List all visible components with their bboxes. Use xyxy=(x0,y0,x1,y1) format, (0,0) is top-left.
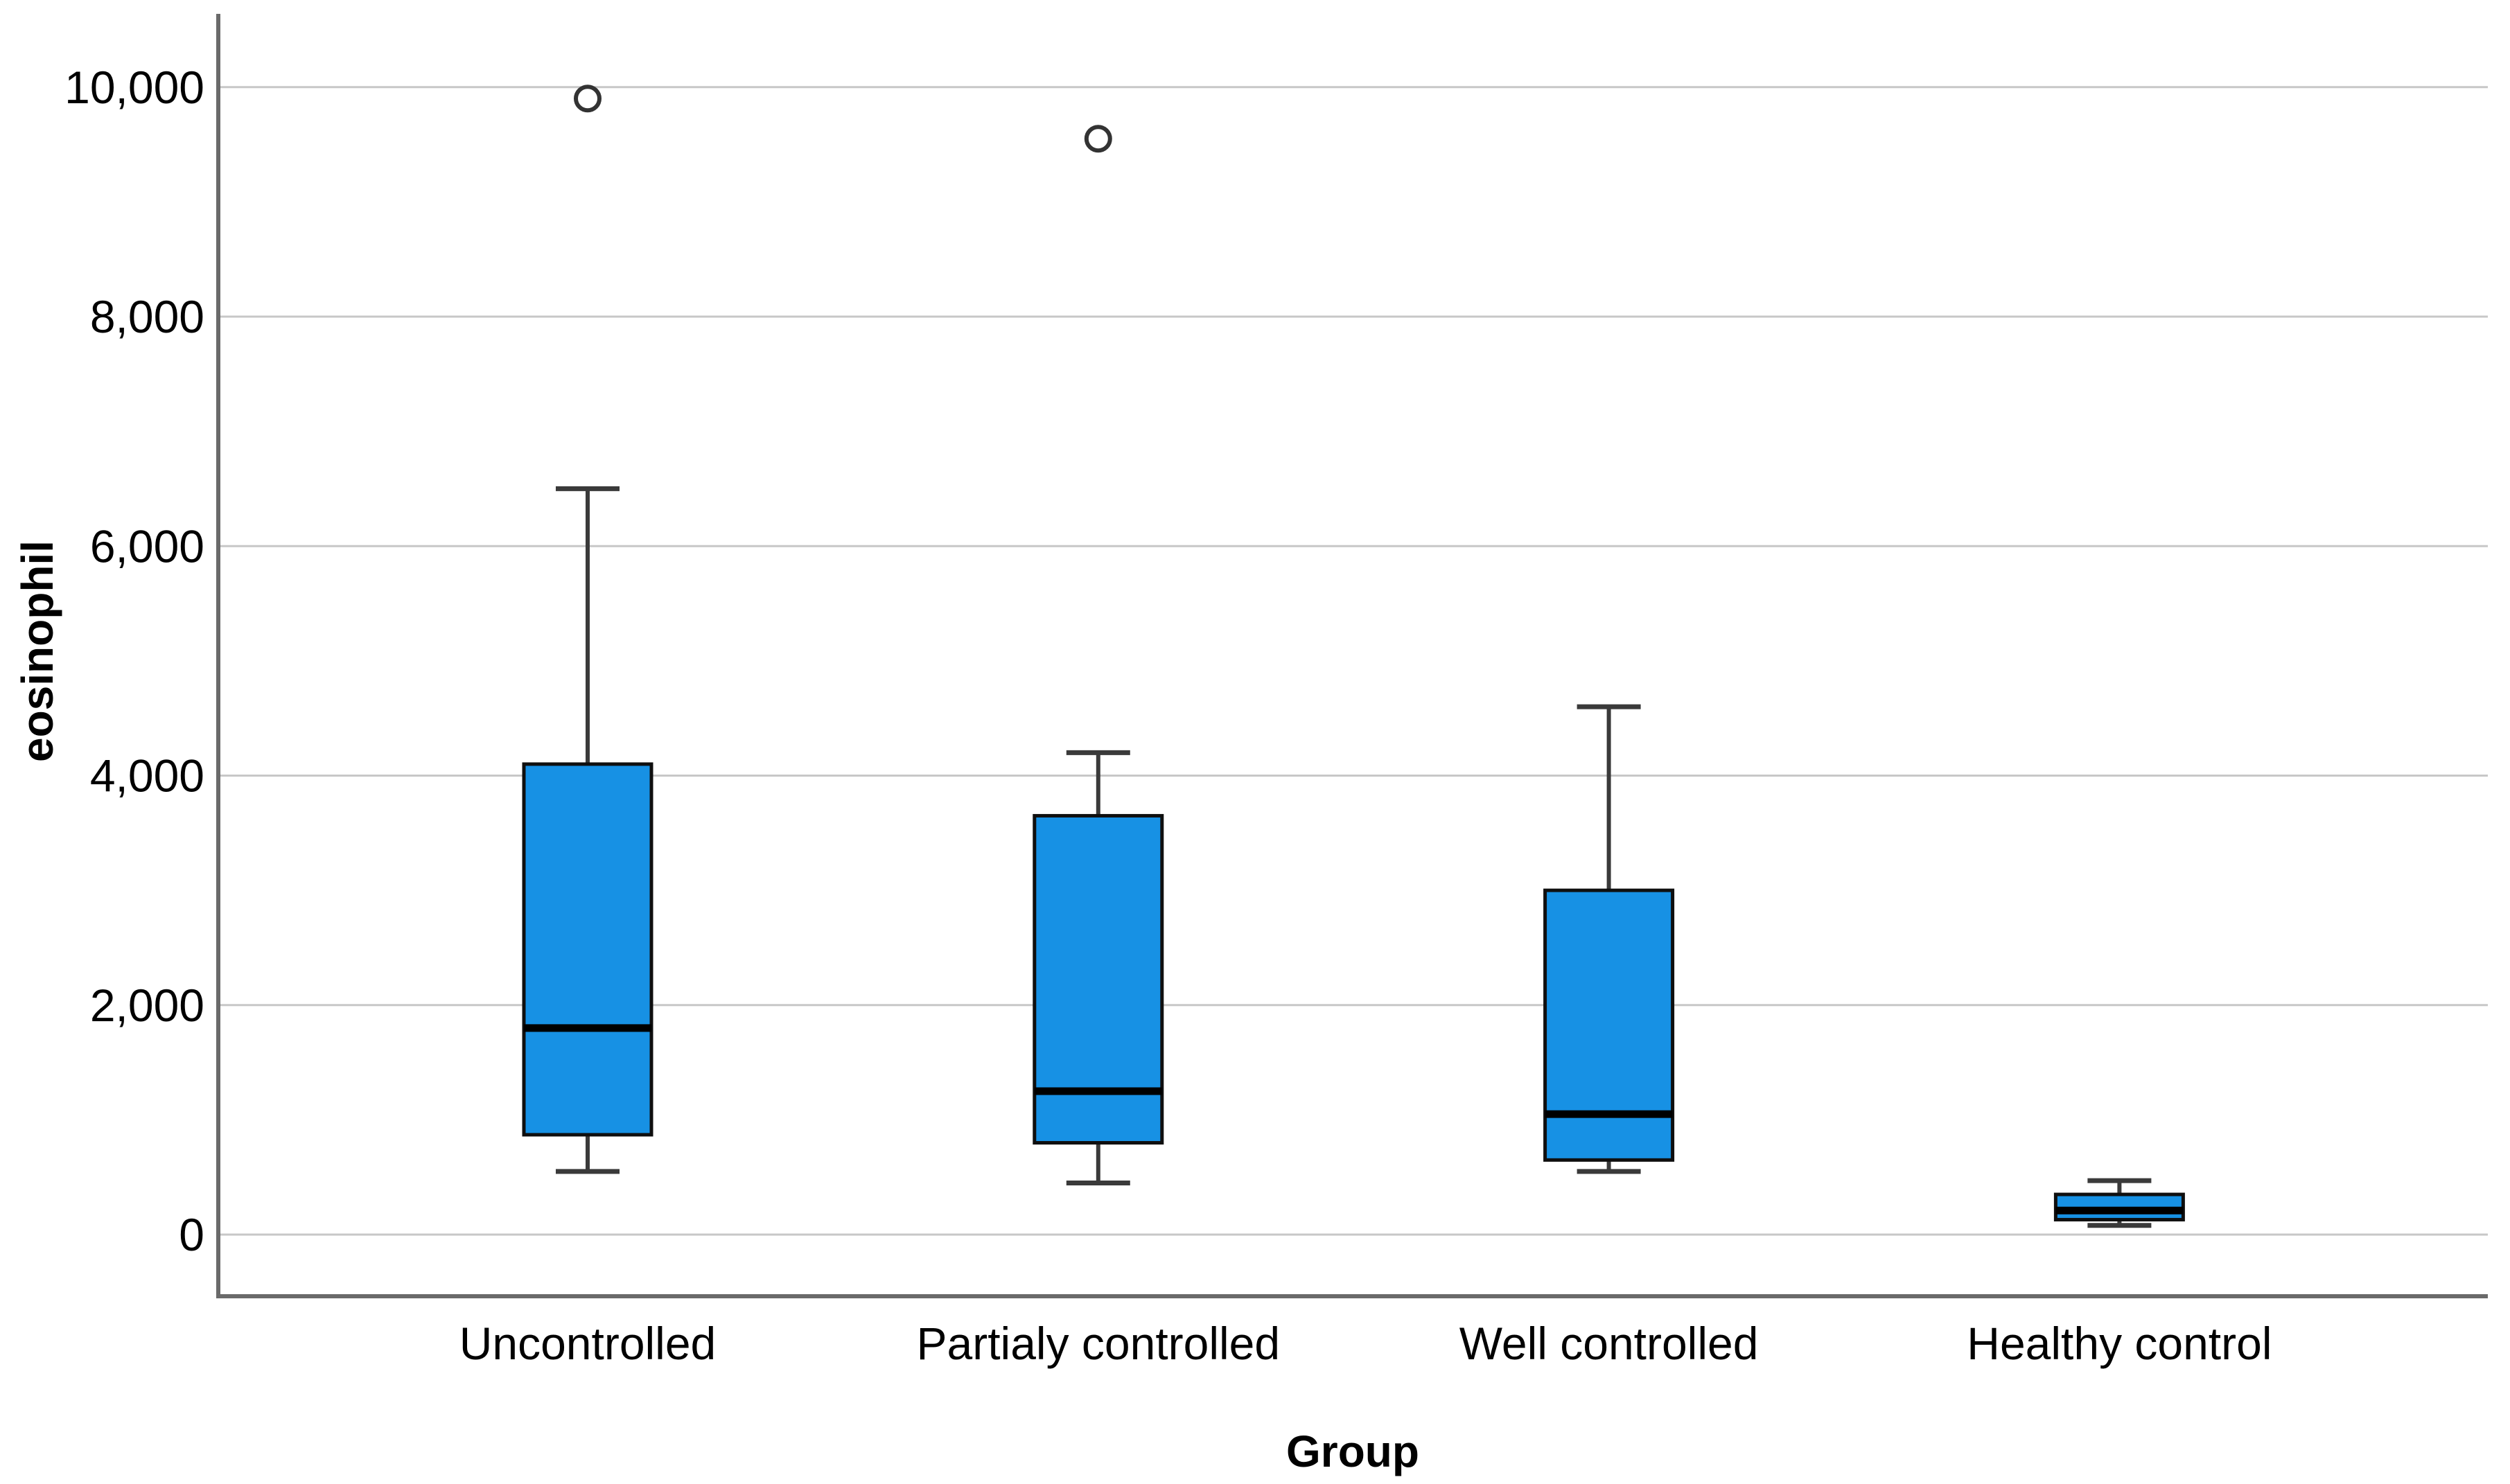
x-tick-label: Uncontrolled xyxy=(459,1318,717,1369)
y-tick-label: 0 xyxy=(179,1209,204,1260)
y-axis-title: eosinophil xyxy=(12,540,62,762)
boxplot-well-controlled xyxy=(1543,704,1675,1174)
outlier-point xyxy=(574,85,602,113)
y-tick-label: 4,000 xyxy=(90,750,204,802)
iqr-box xyxy=(1543,888,1675,1162)
boxplot-healthy-control xyxy=(2053,1178,2185,1228)
boxplot-partialy-controlled xyxy=(1033,125,1164,1185)
y-tick-label: 6,000 xyxy=(90,520,204,572)
y-tick-label: 10,000 xyxy=(64,62,204,113)
outlier-point xyxy=(1084,125,1112,153)
x-tick-label: Partialy controlled xyxy=(917,1318,1281,1369)
y-tick-label: 2,000 xyxy=(90,980,204,1031)
y-tick-label: 8,000 xyxy=(90,291,204,342)
x-tick-label: Well controlled xyxy=(1459,1318,1759,1369)
iqr-box xyxy=(522,762,653,1137)
x-tick-label: Healthy control xyxy=(1967,1318,2272,1369)
x-axis-title: Group xyxy=(1286,1426,1419,1476)
boxplot-uncontrolled xyxy=(522,85,653,1174)
